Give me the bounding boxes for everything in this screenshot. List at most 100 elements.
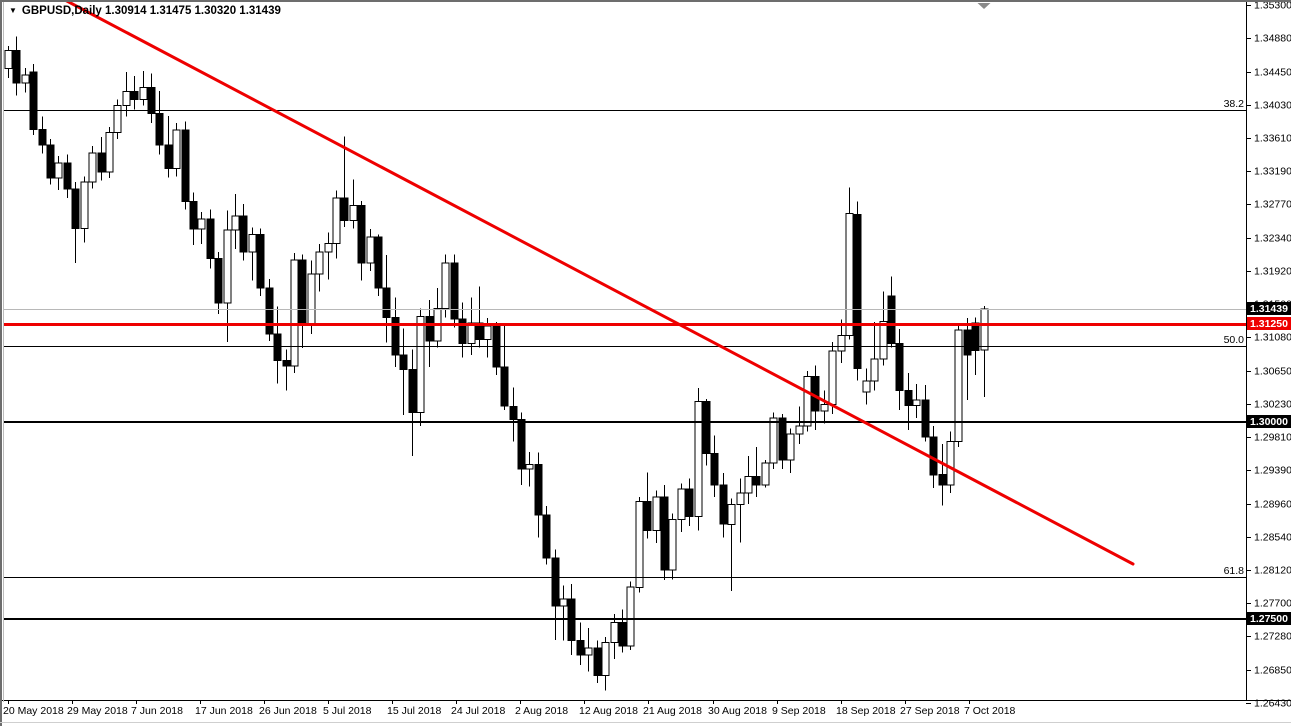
candle <box>601 641 610 676</box>
candle <box>727 504 736 525</box>
fib-level-label: 61.8 <box>1224 565 1245 577</box>
candle <box>954 329 963 443</box>
candle <box>643 501 652 532</box>
candle <box>912 399 921 406</box>
x-axis-label: 27 Sep 2018 <box>900 705 960 717</box>
x-axis-label: 20 May 2018 <box>3 705 64 717</box>
window-border-top <box>0 0 1291 2</box>
candle <box>256 234 265 289</box>
candle <box>63 162 72 190</box>
x-axis-label: 9 Sep 2018 <box>772 705 826 717</box>
window-border-left <box>0 0 2 726</box>
y-axis-label: 1.34880 <box>1254 33 1291 45</box>
candle <box>946 441 955 486</box>
price-box <box>1247 415 1291 428</box>
y-axis-label: 1.29390 <box>1254 465 1291 477</box>
candle <box>54 162 63 179</box>
candle <box>349 205 358 222</box>
candle <box>416 316 425 414</box>
candle <box>626 586 635 647</box>
candle <box>181 129 190 203</box>
candle <box>635 501 644 588</box>
candle <box>97 152 106 173</box>
candle <box>475 322 484 340</box>
y-axis-label: 1.27280 <box>1254 631 1291 643</box>
candle <box>694 401 703 517</box>
objects-dropdown-icon[interactable]: ▼ <box>9 6 17 15</box>
x-axis-label: 12 Aug 2018 <box>579 705 638 717</box>
y-axis-label: 1.33190 <box>1254 166 1291 178</box>
candle <box>710 453 719 486</box>
candle <box>525 464 534 470</box>
candle <box>652 496 661 532</box>
x-axis-label: 18 Sep 2018 <box>836 705 896 717</box>
candle <box>820 404 829 412</box>
candle <box>853 213 862 369</box>
candle <box>315 251 324 275</box>
candle <box>71 188 80 229</box>
candle <box>441 262 450 310</box>
candle <box>155 113 164 146</box>
candle <box>382 287 391 318</box>
candle <box>483 325 492 340</box>
candle <box>214 257 223 304</box>
chart-shift-marker-icon[interactable] <box>977 3 991 9</box>
candle <box>660 496 669 571</box>
candle <box>282 360 291 367</box>
candle <box>450 262 459 320</box>
candle <box>239 215 248 253</box>
y-axis-label: 1.26850 <box>1254 665 1291 677</box>
candle <box>778 417 787 461</box>
y-axis-label: 1.28960 <box>1254 499 1291 511</box>
candle <box>963 329 972 356</box>
candle <box>4 50 13 70</box>
candle <box>467 322 476 344</box>
fib-level-label: 50.0 <box>1224 334 1245 346</box>
candle <box>618 622 627 647</box>
candle <box>80 181 89 229</box>
candle <box>290 259 299 367</box>
candle <box>324 242 333 253</box>
candle <box>147 87 156 115</box>
candle <box>206 218 215 259</box>
candle <box>298 259 307 325</box>
y-axis-label: 1.30650 <box>1254 366 1291 378</box>
candle <box>357 205 366 264</box>
symbol-ohlc-title: ▼ GBPUSD,Daily 1.30914 1.31475 1.30320 1… <box>9 5 281 17</box>
candle <box>231 215 240 231</box>
candle <box>332 197 341 244</box>
candle <box>172 129 181 170</box>
candle <box>752 475 761 486</box>
candle <box>223 229 232 304</box>
candle <box>265 287 274 335</box>
candle <box>139 87 148 100</box>
candle <box>551 557 560 607</box>
candle <box>458 318 467 344</box>
candle <box>879 320 888 360</box>
x-axis-label: 15 Jul 2018 <box>387 705 441 717</box>
candle <box>340 197 349 222</box>
candle <box>509 405 518 421</box>
y-axis-label: 1.29810 <box>1254 432 1291 444</box>
candle <box>971 322 980 351</box>
y-axis-label: 1.34450 <box>1254 67 1291 79</box>
candle <box>189 201 198 230</box>
candle <box>870 358 879 382</box>
candle <box>980 308 989 351</box>
candle <box>610 622 619 643</box>
candle <box>576 640 585 656</box>
candle <box>719 484 728 525</box>
candle <box>744 475 753 494</box>
candle <box>12 50 21 84</box>
x-axis-label: 7 Jun 2018 <box>131 705 183 717</box>
candle <box>795 425 804 435</box>
candle <box>500 366 509 407</box>
y-axis-label: 1.31920 <box>1254 266 1291 278</box>
candle <box>197 218 206 230</box>
candle <box>761 462 770 486</box>
trendline <box>63 0 1135 566</box>
candle <box>408 368 417 414</box>
y-axis-label: 1.30230 <box>1254 399 1291 411</box>
